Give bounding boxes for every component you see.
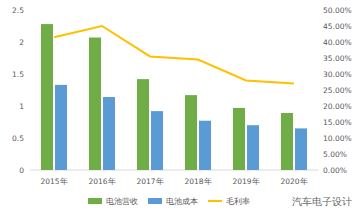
y2-tick-label: 10.00% bbox=[323, 134, 352, 143]
legend-label: 电池成本 bbox=[166, 197, 198, 206]
x-axis bbox=[30, 170, 318, 171]
y2-tick-label: 30.00% bbox=[323, 70, 352, 79]
y2-tick-label: 40.00% bbox=[323, 38, 352, 47]
bar bbox=[199, 121, 211, 170]
x-tick-label: 2015年 bbox=[40, 177, 67, 186]
bar bbox=[151, 111, 163, 170]
legend-swatch bbox=[208, 200, 222, 202]
y2-tick bbox=[318, 154, 320, 155]
x-tick-label: 2019年 bbox=[232, 177, 259, 186]
y2-tick-label: 45.00% bbox=[323, 22, 352, 31]
bar bbox=[89, 38, 101, 170]
y-tick bbox=[28, 170, 30, 171]
y2-tick-label: 50.00% bbox=[323, 6, 352, 15]
y2-tick-label: 20.00% bbox=[323, 102, 352, 111]
y2-tick-label: 35.00% bbox=[323, 54, 352, 63]
y-tick bbox=[28, 74, 30, 75]
legend-label: 毛利率 bbox=[226, 197, 250, 206]
bar bbox=[295, 128, 307, 170]
y-tick-label: 2.5 bbox=[12, 6, 24, 15]
bar bbox=[137, 79, 149, 170]
y2-tick-label: 0.00% bbox=[323, 166, 347, 175]
bar bbox=[233, 108, 245, 170]
y2-tick bbox=[318, 106, 320, 107]
y2-tick bbox=[318, 58, 320, 59]
bar bbox=[185, 95, 197, 170]
y2-tick bbox=[318, 26, 320, 27]
bar bbox=[281, 113, 293, 170]
background bbox=[0, 0, 355, 213]
x-tick-label: 2020年 bbox=[280, 177, 307, 186]
y2-tick bbox=[318, 74, 320, 75]
y-tick bbox=[28, 10, 30, 11]
y-tick-label: 1 bbox=[19, 102, 24, 111]
x-tick-label: 2017年 bbox=[136, 177, 163, 186]
y-tick-label: 1.5 bbox=[12, 70, 24, 79]
line bbox=[54, 26, 294, 84]
bar bbox=[103, 97, 115, 170]
y2-tick bbox=[318, 90, 320, 91]
legend-swatch bbox=[148, 198, 162, 204]
plot bbox=[41, 24, 307, 170]
y2-tick bbox=[318, 10, 320, 11]
bar bbox=[41, 24, 53, 170]
legend-swatch bbox=[88, 198, 102, 204]
x-tick-label: 2018年 bbox=[184, 177, 211, 186]
y2-tick bbox=[318, 170, 320, 171]
y2-tick bbox=[318, 138, 320, 139]
y-tick bbox=[28, 42, 30, 43]
y2-tick-label: 15.00% bbox=[323, 118, 352, 127]
y-tick bbox=[28, 138, 30, 139]
y2-tick bbox=[318, 42, 320, 43]
y2-tick-label: 25.00% bbox=[323, 86, 352, 95]
y2-tick bbox=[318, 122, 320, 123]
x-tick-label: 2016年 bbox=[88, 177, 115, 186]
bar bbox=[55, 85, 67, 170]
bar bbox=[247, 125, 259, 170]
watermark: 汽车电子设计 bbox=[292, 196, 352, 207]
y-tick-label: 2 bbox=[19, 38, 24, 47]
legend-label: 电池营收 bbox=[106, 197, 138, 206]
y2-tick-label: 5.00% bbox=[323, 150, 347, 159]
y-tick-label: 0.5 bbox=[12, 134, 24, 143]
y-tick bbox=[28, 106, 30, 107]
y-tick-label: 0 bbox=[19, 166, 24, 175]
